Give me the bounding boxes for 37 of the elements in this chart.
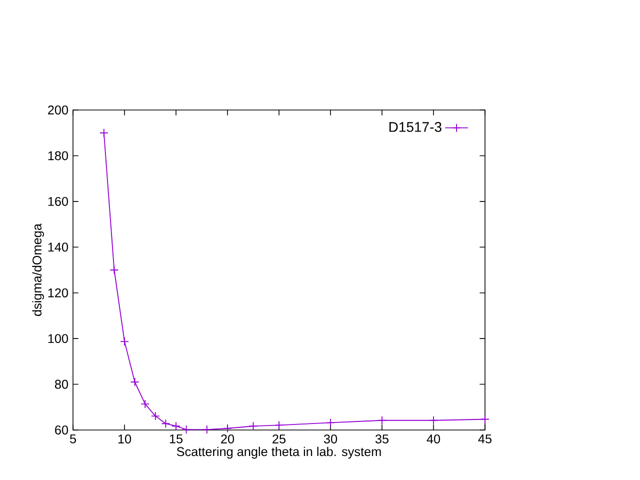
y-axis-title: dsigma/dOmega [32, 224, 44, 316]
point [480, 414, 490, 424]
x-tick-label: 30 [324, 434, 338, 444]
x-tick-label: 15 [170, 434, 183, 444]
y-tick-label: 120 [48, 288, 68, 298]
point [172, 422, 180, 431]
x-axis-title: Scattering angle theta in lab. system [176, 446, 381, 459]
x-tick-label: 45 [478, 434, 492, 444]
y-tick-label: 140 [48, 242, 68, 252]
y-tick-label: 180 [48, 151, 68, 160]
point [248, 422, 258, 431]
point [161, 419, 170, 428]
point [429, 416, 438, 425]
point [140, 399, 150, 408]
point [110, 266, 119, 274]
x-tick-label: 10 [118, 434, 132, 444]
point [130, 378, 140, 386]
y-tick-label: 200 [48, 106, 68, 114]
point [150, 412, 160, 421]
point [326, 418, 335, 428]
point [182, 425, 191, 434]
x-tick-label: 20 [221, 434, 234, 444]
y-tick-label: 100 [48, 334, 68, 344]
x-tick-label: 40 [426, 434, 440, 444]
point [99, 128, 108, 138]
point [223, 424, 232, 433]
x-tick-label: 25 [272, 434, 286, 444]
point [274, 420, 284, 430]
y-tick-label: 60 [55, 426, 68, 434]
point [378, 416, 386, 425]
y-tick-label: 80 [54, 380, 68, 389]
y-tick-label: 160 [48, 196, 68, 206]
legend-label: D1517-3 [389, 122, 442, 132]
x-tick-label: 35 [375, 434, 389, 444]
point [120, 337, 129, 346]
point [202, 425, 212, 434]
x-tick-label: 5 [70, 434, 76, 444]
